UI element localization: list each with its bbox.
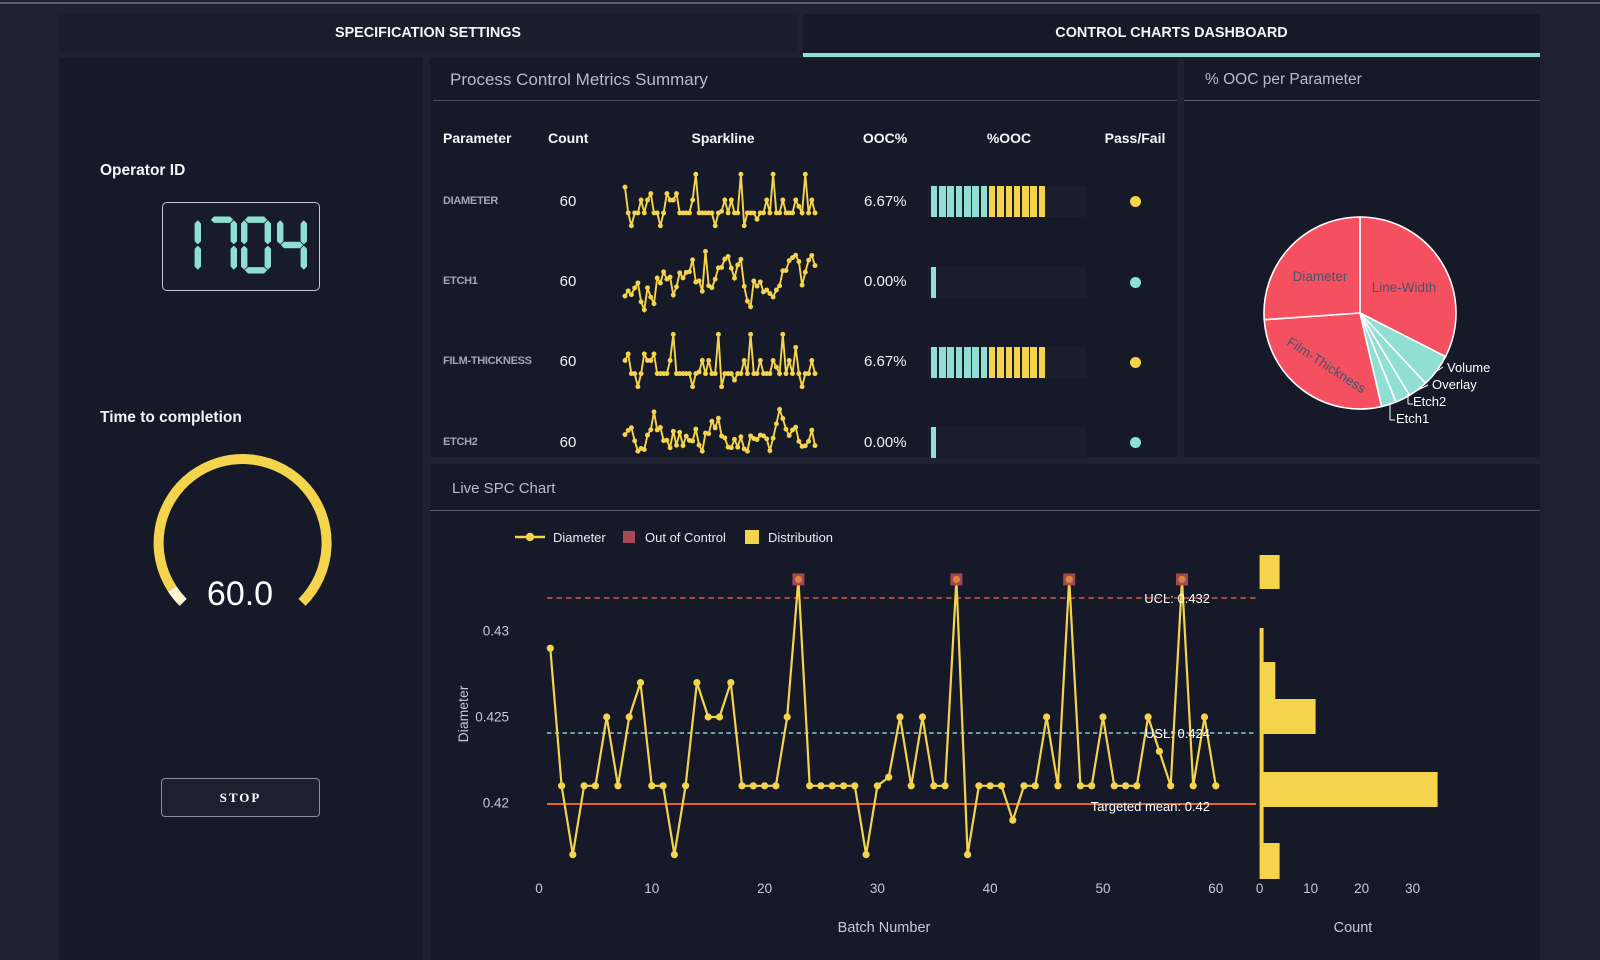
svg-text:Diameter: Diameter	[455, 685, 471, 742]
svg-text:0.425: 0.425	[475, 710, 509, 725]
svg-text:Targeted mean: 0.42: Targeted mean: 0.42	[1091, 799, 1210, 814]
svg-text:USL: 0.424: USL: 0.424	[1145, 726, 1210, 741]
svg-text:UCL: 0.432: UCL: 0.432	[1144, 591, 1210, 606]
svg-text:0.43: 0.43	[483, 624, 509, 639]
svg-text:Diameter: Diameter	[553, 530, 606, 545]
svg-text:50: 50	[1095, 881, 1110, 896]
svg-text:Overlay: Overlay	[1432, 377, 1477, 392]
svg-text:60: 60	[1208, 881, 1223, 896]
svg-text:Diameter: Diameter	[1293, 269, 1348, 284]
svg-text:0.42: 0.42	[483, 796, 509, 811]
svg-text:Distribution: Distribution	[768, 530, 833, 545]
svg-text:0: 0	[535, 881, 543, 896]
svg-text:Count: Count	[1334, 920, 1373, 936]
svg-text:40: 40	[983, 881, 998, 896]
svg-text:Batch Number: Batch Number	[838, 920, 931, 936]
svg-text:Line-Width: Line-Width	[1372, 280, 1437, 295]
svg-text:Volume: Volume	[1447, 360, 1490, 375]
svg-text:10: 10	[1303, 881, 1318, 896]
svg-text:20: 20	[1354, 881, 1369, 896]
svg-text:10: 10	[644, 881, 659, 896]
svg-text:Out of Control: Out of Control	[645, 530, 726, 545]
svg-text:Etch2: Etch2	[1413, 394, 1446, 409]
svg-text:20: 20	[757, 881, 772, 896]
svg-text:0: 0	[1256, 881, 1264, 896]
svg-text:30: 30	[1405, 881, 1420, 896]
svg-text:30: 30	[870, 881, 885, 896]
svg-text:Etch1: Etch1	[1396, 411, 1429, 426]
